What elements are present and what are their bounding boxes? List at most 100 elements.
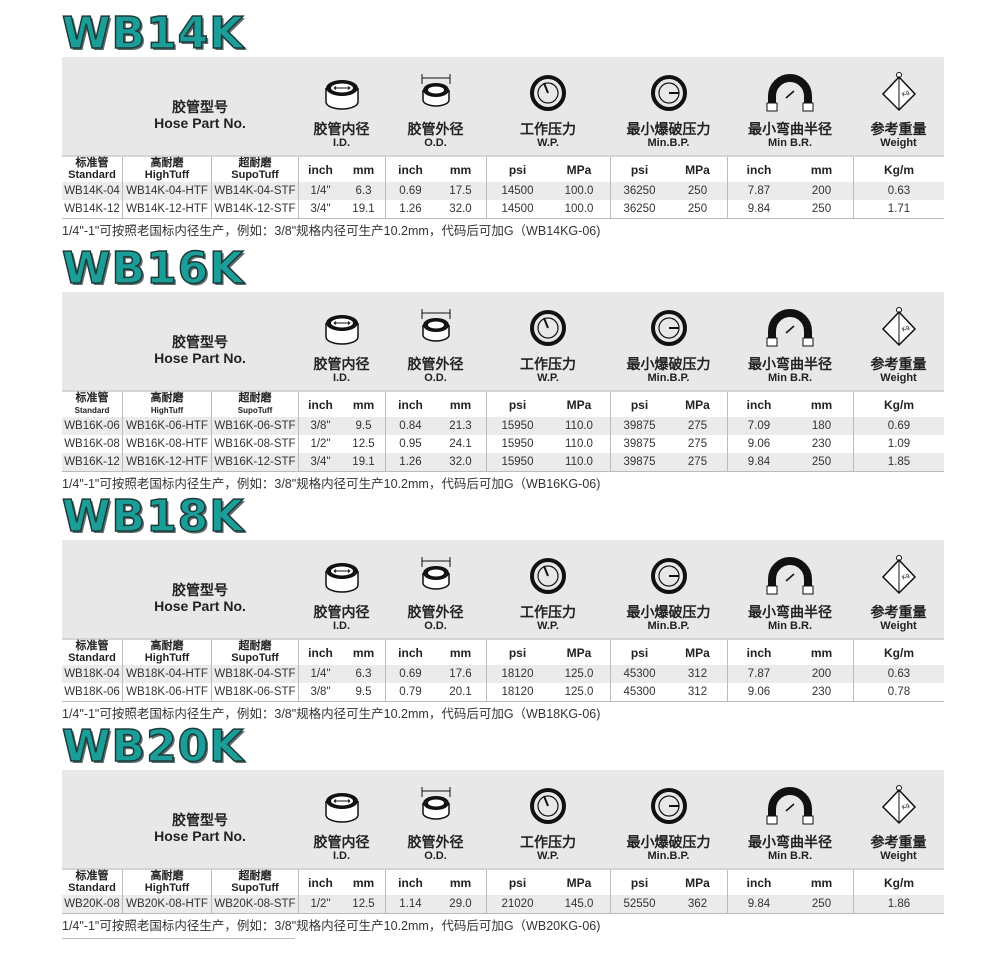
bend-radius-icon [766, 309, 814, 356]
cell: WB18K-04 [64, 668, 120, 680]
cell: 39875 [610, 417, 668, 435]
subheader-row: 标准管 Standard 高耐磨 HighTuff 超耐磨 SupoTuff inch mm i… [62, 157, 944, 182]
unit-label: inch [298, 870, 342, 895]
header-label-zh: 胶管型号 [172, 582, 228, 598]
section-title: WB16K [61, 243, 245, 294]
table-row: WB18K-06 WB18K-06-HTF WB18K-06-STF 3/8" 9.5 0… [62, 683, 944, 701]
header-band: 胶管型号 Hose Part No. 胶管内径 I.D. 胶管外径 O.D. 工作压力 W.P… [62, 770, 944, 870]
header-wt: Kg 参考重量 Weight [853, 57, 944, 155]
header-label-en: Weight [880, 620, 917, 632]
cell: WB14K-12-HTF [122, 200, 211, 218]
unit-label: MPa [685, 397, 710, 412]
subheader-zh: 标准管 [75, 156, 109, 169]
inner-diameter-icon [322, 789, 362, 834]
subheader-en: Standard [68, 882, 116, 895]
cell: 32.0 [449, 203, 472, 215]
header-label-zh: 工作压力 [520, 604, 576, 620]
cell: 7.87 [727, 665, 790, 683]
footnote: 1/4"-1"可按照老国标内径生产，例如：3/8"规格内径可生产10.2mm，代… [62, 707, 601, 721]
header-wp: 工作压力 W.P. [486, 540, 610, 638]
unit-label: inch [298, 392, 342, 417]
header-label-zh: 工作压力 [520, 834, 576, 850]
header-label-zh: 参考重量 [870, 356, 927, 372]
subheader-en: SupoTuff [237, 406, 273, 416]
header-label-en: Hose Part No. [154, 828, 246, 844]
cell: 19.1 [352, 203, 375, 215]
weight-icon: Kg [879, 72, 919, 121]
cell: 275 [687, 456, 708, 468]
cell: 9.5 [355, 686, 372, 698]
cell: WB16K-12-HTF [122, 453, 211, 471]
header-bp: 最小爆破压力 Min.B.P. [610, 770, 727, 868]
subheader-standard: 标准管 Standard [62, 640, 122, 665]
cell: 19.1 [352, 456, 375, 468]
cell: 250 [687, 203, 708, 215]
header-label-en: Min.B.P. [647, 137, 690, 149]
cell: 250 [811, 203, 832, 215]
cell: 15950 [486, 417, 548, 435]
subheader-zh: 高耐磨 [150, 391, 184, 404]
subheader-supotuff: 超耐磨 SupoTuff [211, 392, 298, 417]
subheader-en: Standard [68, 169, 116, 182]
cell: 39875 [610, 435, 668, 453]
pressure-gauge-icon [529, 309, 567, 356]
cell: 18120 [486, 665, 548, 683]
cell: 0.63 [853, 182, 944, 200]
subheader-en: SupoTuff [231, 882, 279, 895]
header-label-zh: 胶管型号 [172, 334, 228, 350]
header-label-zh: 最小弯曲半径 [748, 356, 832, 372]
header-id: 胶管内径 I.D. [298, 770, 385, 868]
cell: 14500 [486, 182, 548, 200]
header-label-en: Weight [880, 850, 917, 862]
header-wt: Kg 参考重量 Weight [853, 292, 944, 390]
spec-table: 胶管型号 Hose Part No. 胶管内径 I.D. 胶管外径 O.D. 工作压力 W.P… [62, 770, 944, 914]
cell: 200 [811, 185, 832, 197]
unit-label: MPa [685, 645, 710, 660]
unit-label: mm [810, 397, 833, 412]
header-label-en: W.P. [537, 137, 559, 149]
unit-label: inch [385, 640, 435, 665]
cell: 0.69 [385, 665, 435, 683]
header-label-en: Hose Part No. [154, 350, 246, 366]
header-part-no: 胶管型号 Hose Part No. [62, 770, 298, 868]
header-label-en: Min.B.P. [647, 372, 690, 384]
weight-icon: Kg [879, 555, 919, 604]
cell: WB16K-08-HTF [122, 435, 211, 453]
unit-label: mm [810, 875, 833, 890]
cell: 180 [811, 420, 832, 432]
subheader-zh: 标准管 [75, 869, 109, 882]
cell: 7.87 [727, 182, 790, 200]
cell: 362 [687, 898, 708, 910]
section-title: WB20K [61, 721, 245, 772]
cell: 45300 [610, 683, 668, 701]
header-od: 胶管外径 O.D. [385, 770, 486, 868]
subheader-zh: 超耐磨 [238, 869, 272, 882]
header-od: 胶管外径 O.D. [385, 57, 486, 155]
cell: 0.69 [853, 417, 944, 435]
unit-label: mm [352, 645, 375, 660]
unit-label: inch [727, 870, 790, 895]
cell: 312 [687, 668, 708, 680]
header-bp: 最小爆破压力 Min.B.P. [610, 57, 727, 155]
outer-diameter-icon [416, 307, 456, 356]
header-label-en: O.D. [424, 620, 447, 632]
header-br: 最小弯曲半径 Min B.R. [727, 57, 853, 155]
unit-label: mm [352, 875, 375, 890]
cell: 250 [811, 456, 832, 468]
cell: 275 [687, 420, 708, 432]
cell: 3/8" [298, 683, 342, 701]
bend-radius-icon [766, 74, 814, 121]
cell: WB18K-06-STF [211, 683, 298, 701]
weight-icon: Kg [879, 785, 919, 834]
cell: 200 [811, 668, 832, 680]
subheader-en: HighTuff [144, 652, 190, 665]
header-label-zh: 胶管外径 [407, 604, 464, 620]
unit-label: MPa [685, 875, 710, 890]
unit-label: psi [486, 157, 548, 182]
cell: 9.84 [727, 200, 790, 218]
header-label-en: Min B.R. [768, 850, 812, 862]
unit-label: psi [610, 870, 668, 895]
unit-label: mm [449, 645, 472, 660]
cell: 21.3 [449, 420, 472, 432]
cell: 0.69 [385, 182, 435, 200]
